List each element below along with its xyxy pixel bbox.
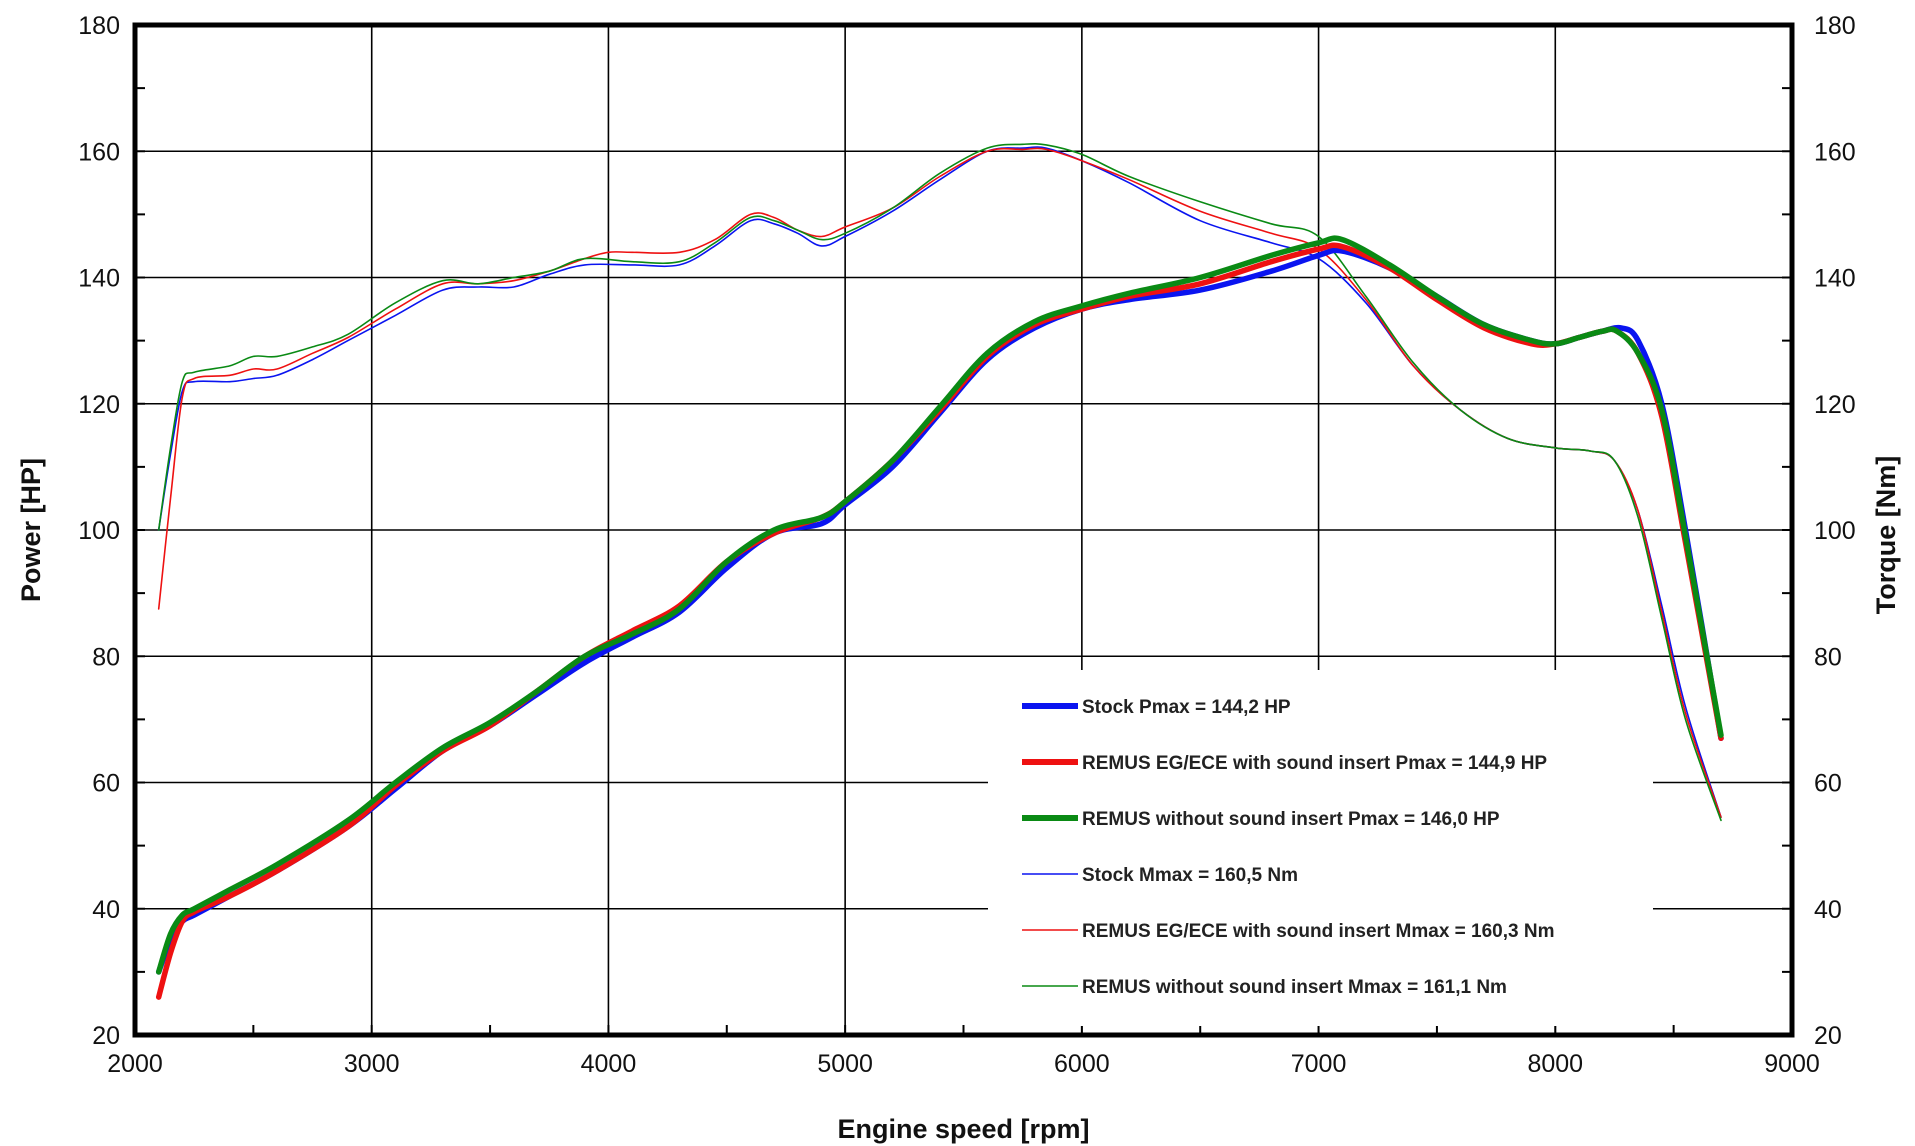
x-tick-label: 5000 (817, 1050, 873, 1078)
y2-tick-label: 100 (1814, 517, 1856, 545)
y-tick-label: 180 (78, 12, 120, 40)
legend-label: Stock Mmax = 160,5 Nm (1082, 865, 1298, 886)
x-axis-title: Engine speed [rpm] (837, 1114, 1089, 1144)
x-tick-label: 7000 (1291, 1050, 1347, 1078)
y-tick-label: 100 (78, 517, 120, 545)
x-tick-label: 9000 (1764, 1050, 1820, 1078)
x-tick-label: 3000 (344, 1050, 400, 1078)
y-tick-label: 80 (92, 643, 120, 671)
plot-frame (132, 22, 1795, 1038)
legend-label: REMUS EG/ECE with sound insert Pmax = 14… (1082, 753, 1547, 774)
y2-tick-label: 80 (1814, 643, 1842, 671)
y2-tick-label: 60 (1814, 770, 1842, 798)
y2-tick-label: 20 (1814, 1022, 1842, 1050)
y2-axis-title: Torque [Nm] (1871, 456, 1901, 614)
y-tick-label: 60 (92, 770, 120, 798)
y2-tick-label: 40 (1814, 896, 1842, 924)
y2-tick-label: 120 (1814, 391, 1856, 419)
y2-tick-label: 180 (1814, 12, 1856, 40)
y2-tick-label: 160 (1814, 138, 1856, 166)
y2-tick-label: 140 (1814, 265, 1856, 293)
y-tick-label: 40 (92, 896, 120, 924)
x-tick-label: 6000 (1054, 1050, 1110, 1078)
y-axis-title: Power [HP] (16, 458, 46, 602)
y-tick-label: 160 (78, 138, 120, 166)
y-tick-label: 120 (78, 391, 120, 419)
y-tick-label: 140 (78, 265, 120, 293)
x-tick-label: 4000 (581, 1050, 637, 1078)
legend-background (988, 670, 1653, 1026)
series-line (155, 235, 1724, 975)
legend-label: REMUS EG/ECE with sound insert Mmax = 16… (1082, 921, 1554, 942)
legend: Stock Pmax = 144,2 HP REMUS EG/ECE with s… (1022, 697, 1554, 998)
series-line (157, 143, 1722, 822)
series-lines (155, 143, 1724, 1000)
legend-label: REMUS without sound insert Mmax = 161,1 … (1082, 977, 1507, 998)
y-tick-label: 20 (92, 1022, 120, 1050)
tick-labels: 2000 3000 4000 5000 6000 7000 8000 900020406080… (78, 12, 1855, 1078)
x-tick-label: 8000 (1527, 1050, 1583, 1078)
legend-label: REMUS without sound insert Pmax = 146,0 … (1082, 809, 1500, 830)
legend-label: Stock Pmax = 144,2 HP (1082, 697, 1291, 718)
x-tick-label: 2000 (107, 1050, 163, 1078)
